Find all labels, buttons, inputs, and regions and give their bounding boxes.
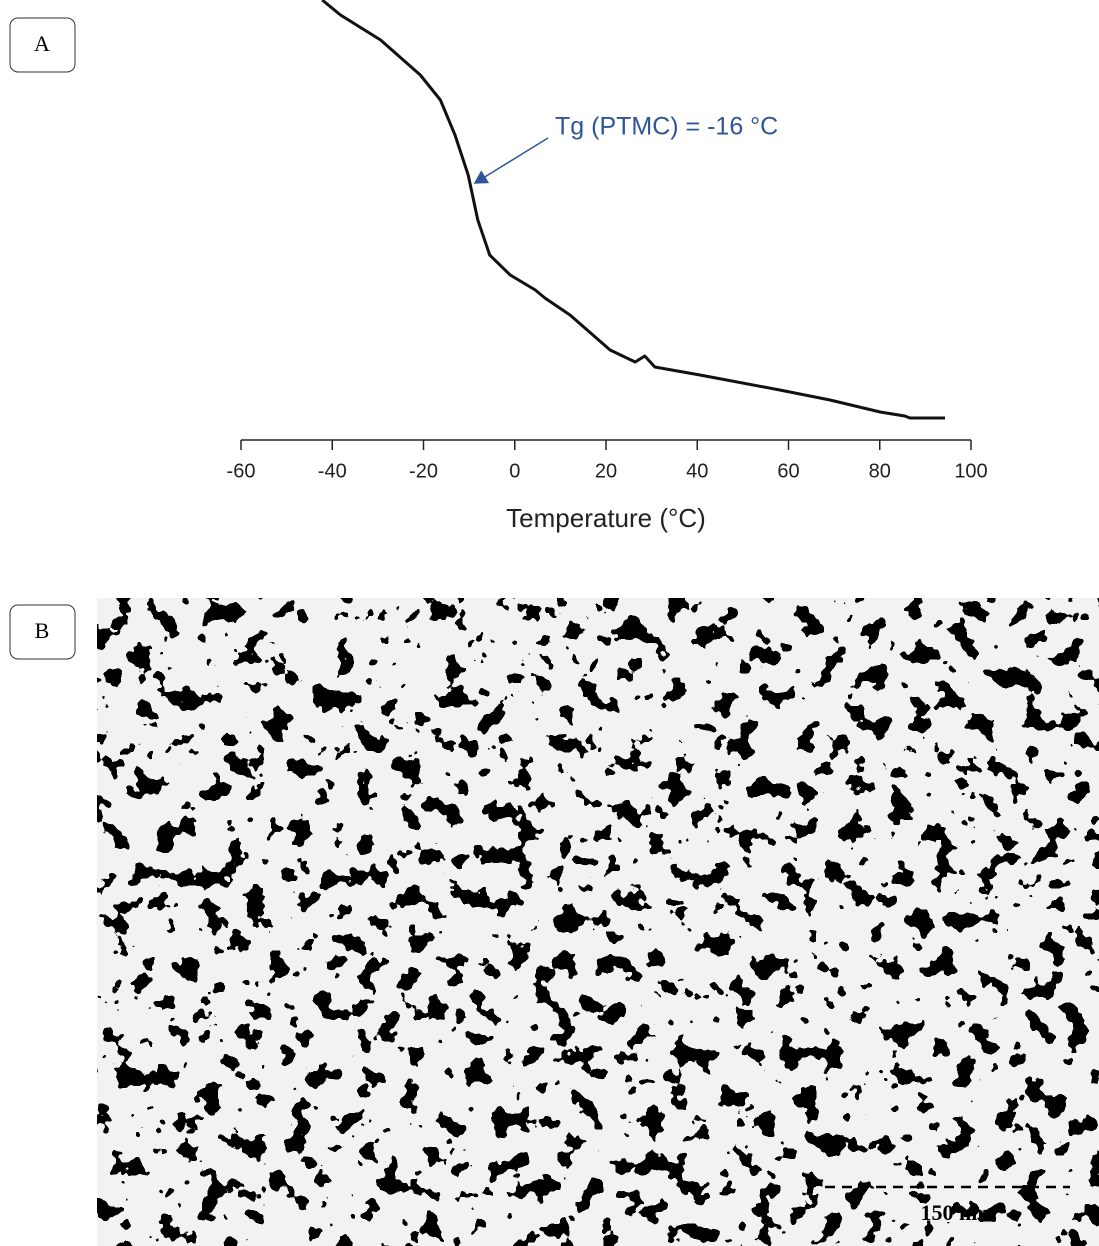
x-tick-label: 40 bbox=[686, 460, 708, 482]
x-tick-label: 100 bbox=[954, 460, 987, 482]
x-axis-title: Temperature (°C) bbox=[506, 503, 706, 533]
x-tick-label: 20 bbox=[595, 460, 617, 482]
panel-label: B bbox=[35, 618, 50, 643]
micrograph: 150 nm bbox=[97, 598, 1099, 1246]
annotation-arrow bbox=[473, 137, 549, 184]
micrograph-texture bbox=[97, 598, 1099, 1246]
x-tick-label: -60 bbox=[227, 460, 256, 482]
annotation: Tg (PTMC) = -16 °C bbox=[555, 113, 778, 141]
data-line bbox=[321, 0, 945, 420]
x-tick-label: -40 bbox=[318, 460, 347, 482]
x-tick-label: 0 bbox=[509, 460, 520, 482]
x-tick-label: 60 bbox=[777, 460, 799, 482]
scale-bar-label: 150 nm bbox=[920, 1200, 989, 1225]
x-tick-label: 80 bbox=[869, 460, 891, 482]
panel-label: A bbox=[34, 31, 50, 56]
panel-label-box bbox=[9, 17, 76, 73]
panel-label-box bbox=[9, 604, 76, 660]
x-tick-label: -20 bbox=[409, 460, 438, 482]
